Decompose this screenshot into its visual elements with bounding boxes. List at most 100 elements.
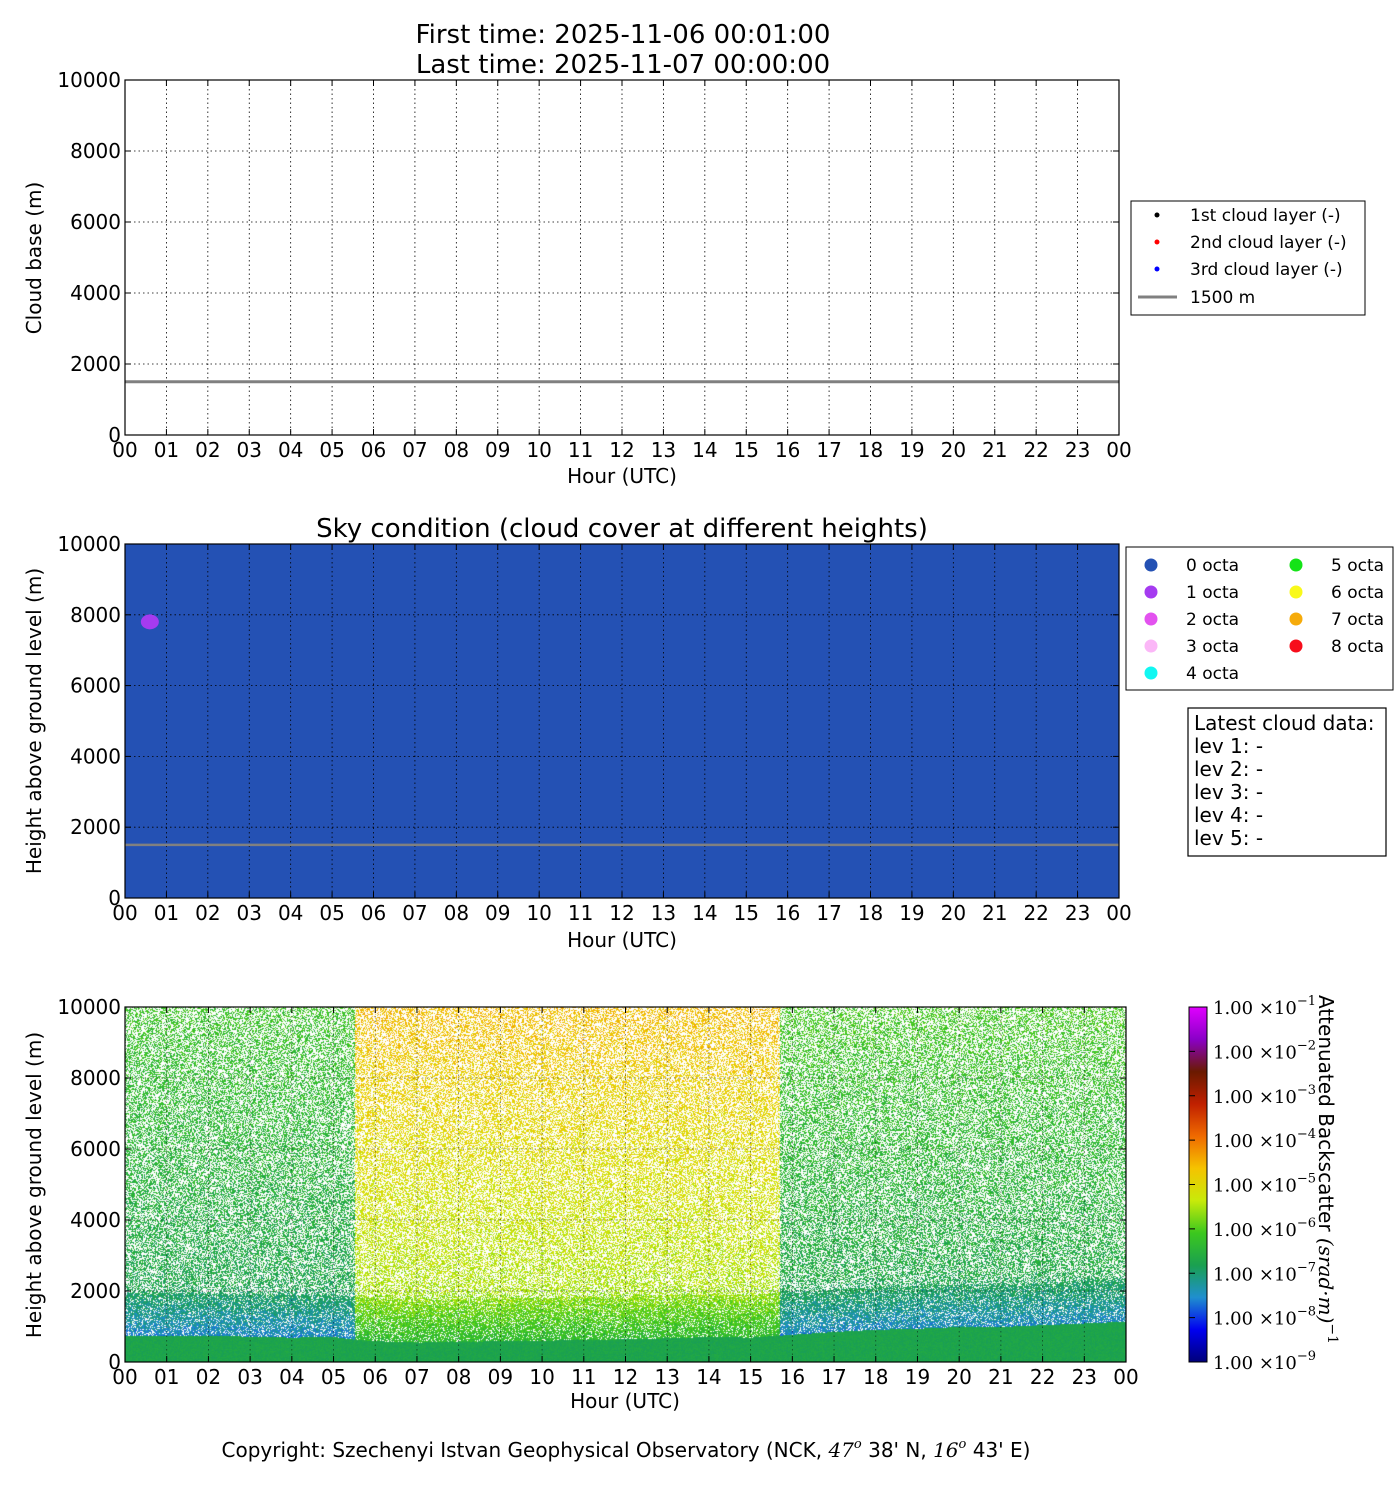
- cloud-base-x-tick-label: 07: [402, 438, 427, 462]
- sky-condition-x-tick-label: 08: [444, 901, 469, 925]
- sky-condition-y-label: Height above ground level (m): [22, 568, 46, 874]
- octa-legend-label: 7 octa: [1331, 610, 1384, 630]
- backscatter-x-tick-label: 11: [571, 1365, 596, 1389]
- latest-cloud-level-5: lev 5: -: [1194, 826, 1263, 850]
- cloud-base-y-tick-label: 8000: [70, 139, 121, 163]
- copyright-prefix: Copyright: Szechenyi Istvan Geophysical …: [222, 1438, 829, 1462]
- backscatter-x-tick-label: 00: [112, 1365, 137, 1389]
- colorbar-tick-exponent: −9: [1297, 1349, 1316, 1364]
- sky-condition-x-tick-label: 16: [775, 901, 800, 925]
- legend-marker-1st-layer: [1154, 212, 1160, 218]
- sky-condition-x-tick-label: 14: [692, 901, 717, 925]
- backscatter-x-tick-label: 16: [780, 1365, 805, 1389]
- sky-condition-x-tick-label: 23: [1065, 901, 1090, 925]
- colorbar-tick-mantissa: 1.00: [1213, 1087, 1259, 1108]
- backscatter-x-tick-label: 06: [363, 1365, 388, 1389]
- octa-legend-box: [1125, 546, 1394, 691]
- cloud-base-x-ticks: 00 01 02 03 04 05 06 07 08 09 10 11 12 13 14 15 16 17 18 19…: [112, 80, 1132, 462]
- legend-label-1st-layer: 1st cloud layer (-): [1190, 206, 1341, 226]
- colorbar-tick-mantissa: 1.00: [1213, 1309, 1259, 1330]
- cloud-base-x-tick-label: 05: [319, 438, 344, 462]
- backscatter-y-tick-label: 8000: [70, 1066, 121, 1090]
- sky-condition-points: [140, 614, 159, 630]
- latest-cloud-level-2: lev 2: -: [1194, 757, 1263, 781]
- backscatter-x-tick-label: 04: [279, 1365, 304, 1389]
- backscatter-y-tick-label: 6000: [70, 1137, 121, 1161]
- cloud-base-x-tick-label: 16: [775, 438, 800, 462]
- colorbar-tick-base: ×10: [1259, 998, 1297, 1019]
- colorbar-tick-mantissa: 1.00: [1213, 998, 1259, 1019]
- cloud-base-x-tick-label: 01: [154, 438, 179, 462]
- sky-condition-x-tick-label: 07: [402, 901, 427, 925]
- colorbar-tick-exponent: −1: [1297, 994, 1316, 1009]
- cloud-base-x-tick-label: 19: [899, 438, 924, 462]
- octa-legend-label: 6 octa: [1331, 583, 1384, 603]
- cloud-base-y-tick-label: 0: [108, 423, 121, 447]
- octa-legend-label: 2 octa: [1186, 610, 1239, 630]
- octa-legend-label: 3 octa: [1186, 637, 1239, 657]
- colorbar-tick-base: ×10: [1259, 1176, 1297, 1197]
- sky-condition-y-tick-label: 4000: [70, 744, 121, 768]
- backscatter-x-tick-label: 01: [154, 1365, 179, 1389]
- colorbar-tick-exponent: −7: [1297, 1260, 1316, 1275]
- latest-cloud-level-3: lev 3: -: [1194, 780, 1263, 804]
- octa-legend-label: 8 octa: [1331, 637, 1384, 657]
- legend-label-2nd-layer: 2nd cloud layer (-): [1190, 233, 1347, 253]
- cloud-base-x-tick-label: 17: [816, 438, 841, 462]
- latitude-degrees: 47: [827, 1438, 854, 1462]
- colorbar-tick-exponent: −3: [1297, 1083, 1316, 1098]
- sky-condition-y-ticks: 0 2000 4000 6000 8000 10000: [57, 532, 1119, 910]
- backscatter-x-tick-label: 17: [821, 1365, 846, 1389]
- sky-condition-x-tick-label: 18: [858, 901, 883, 925]
- colorbar-tick-base: ×10: [1259, 1353, 1297, 1374]
- sky-condition-x-tick-label: 09: [485, 901, 510, 925]
- octa-legend-label: 5 octa: [1331, 556, 1384, 576]
- colorbar-tick-label: 1.00 ×10−1: [1213, 994, 1316, 1019]
- latest-cloud-level-4: lev 4: -: [1194, 803, 1263, 827]
- octa-legend-marker: [1144, 585, 1158, 599]
- octa-legend-label: 1 octa: [1186, 583, 1239, 603]
- sky-condition-chart: Sky condition (cloud cover at different …: [22, 514, 1394, 952]
- colorbar-tick-label: 1.00 ×10−3: [1213, 1083, 1316, 1108]
- cloud-base-x-tick-label: 11: [568, 438, 593, 462]
- octa-legend-marker: [1289, 585, 1303, 599]
- sky-condition-x-tick-label: 03: [237, 901, 262, 925]
- colorbar-tick-mantissa: 1.00: [1213, 1042, 1259, 1063]
- colorbar-tick-mantissa: 1.00: [1213, 1176, 1259, 1197]
- sky-condition-x-ticks: 00 01 02 03 04 05 06 07 08 09 10 11 12 13 14 15 16 17 18 19…: [112, 544, 1132, 925]
- last-time-label: Last time: 2025-11-07 00:00:00: [416, 50, 830, 80]
- sky-condition-y-tick-label: 10000: [57, 532, 121, 556]
- backscatter-x-tick-label: 00: [1113, 1365, 1138, 1389]
- cloud-base-x-tick-label: 02: [195, 438, 220, 462]
- backscatter-x-tick-label: 18: [863, 1365, 888, 1389]
- backscatter-x-tick-label: 03: [237, 1365, 262, 1389]
- octa-legend-marker: [1144, 666, 1158, 680]
- cloud-base-x-tick-label: 13: [651, 438, 676, 462]
- latest-cloud-level-1: lev 1: -: [1194, 734, 1263, 758]
- cloud-base-x-tick-label: 08: [444, 438, 469, 462]
- colorbar-tick-mantissa: 1.00: [1213, 1131, 1259, 1152]
- backscatter-x-ticks: 00 01 02 03 04 05 06 07 08 09 10 11 12 13 14 15 16 17 18 19…: [112, 1007, 1139, 1389]
- colorbar-label-exponent: −1: [1324, 1323, 1340, 1344]
- cloud-base-x-tick-label: 12: [609, 438, 634, 462]
- backscatter-x-tick-label: 20: [946, 1365, 971, 1389]
- backscatter-x-tick-label: 08: [446, 1365, 471, 1389]
- legend-label-3rd-layer: 3rd cloud layer (-): [1190, 260, 1343, 280]
- colorbar-tick-exponent: −8: [1297, 1305, 1316, 1320]
- sky-condition-x-tick-label: 05: [319, 901, 344, 925]
- first-time-label: First time: 2025-11-06 00:01:00: [416, 20, 831, 50]
- backscatter-x-tick-label: 19: [905, 1365, 930, 1389]
- legend-label-1500m: 1500 m: [1190, 288, 1255, 308]
- sky-condition-x-tick-label: 19: [899, 901, 924, 925]
- colorbar-tick-base: ×10: [1259, 1309, 1297, 1330]
- colorbar-tick-label: 1.00 ×10−6: [1213, 1216, 1316, 1241]
- cloud-base-x-tick-label: 21: [982, 438, 1007, 462]
- backscatter-x-tick-label: 07: [404, 1365, 429, 1389]
- sky-condition-x-tick-label: 06: [361, 901, 386, 925]
- sky-condition-x-tick-label: 22: [1023, 901, 1048, 925]
- colorbar-tick-label: 1.00 ×10−4: [1213, 1127, 1316, 1152]
- colorbar-tick-base: ×10: [1259, 1087, 1297, 1108]
- latest-cloud-data-box: Latest cloud data: lev 1: - lev 2: - lev…: [1187, 707, 1387, 857]
- cloud-base-y-tick-label: 2000: [70, 352, 121, 376]
